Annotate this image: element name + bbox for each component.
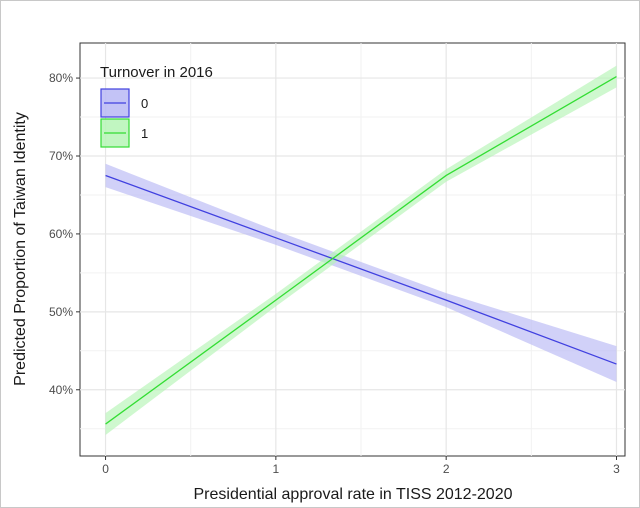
legend: Turnover in 2016 01 (100, 64, 213, 148)
y-tick-label: 80% (49, 71, 73, 85)
y-tick-label: 50% (49, 305, 73, 319)
x-tick-label: 3 (613, 462, 620, 476)
y-tick-label: 70% (49, 149, 73, 163)
x-tick-label: 1 (273, 462, 280, 476)
y-tick-label: 60% (49, 227, 73, 241)
confidence-band-0 (105, 163, 617, 382)
series-line-1 (105, 75, 617, 425)
x-tick-label: 0 (102, 462, 109, 476)
confidence-band-1 (105, 65, 617, 435)
series-lines (105, 75, 617, 425)
series-line-0 (105, 174, 617, 365)
y-tick-label: 40% (49, 383, 73, 397)
confidence-bands (105, 65, 617, 435)
legend-entries: 01 (100, 88, 148, 148)
x-axis: 0 1 2 3 (102, 456, 620, 476)
x-axis-title: Presidential approval rate in TISS 2012-… (193, 486, 512, 503)
legend-title: Turnover in 2016 (100, 64, 213, 81)
x-tick-label: 2 (443, 462, 450, 476)
legend-label-1: 1 (141, 126, 148, 141)
y-axis-title: Predicted Proportion of Taiwan Identity (12, 112, 29, 386)
legend-label-0: 0 (141, 96, 148, 111)
y-axis: 40% 50% 60% 70% 80% (49, 71, 80, 397)
